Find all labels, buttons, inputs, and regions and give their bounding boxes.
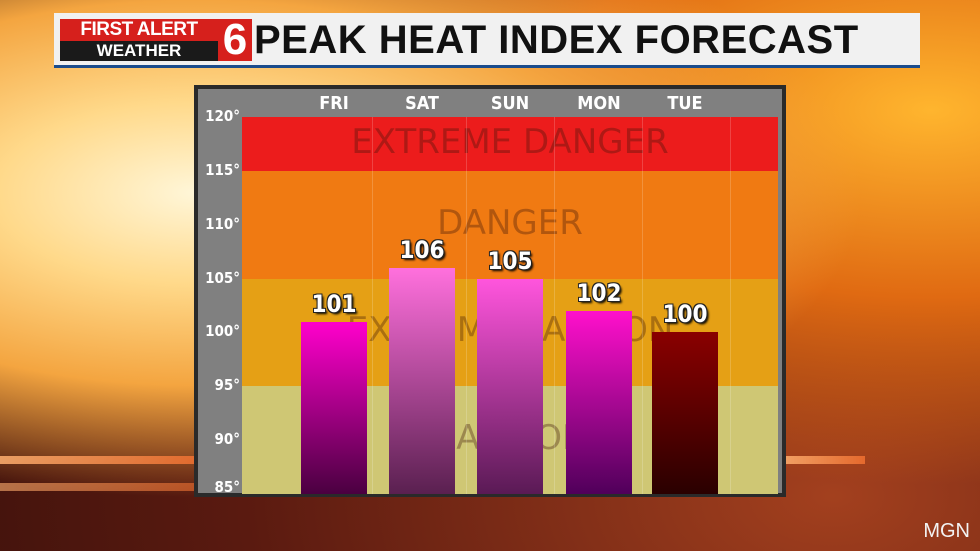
logo-first-alert: FIRST ALERT bbox=[60, 19, 218, 41]
bar-sat bbox=[389, 267, 455, 494]
zone-label: DANGER bbox=[437, 202, 583, 243]
bar-fri bbox=[301, 321, 367, 494]
y-tick-label: 105° bbox=[205, 268, 240, 287]
bar-sun bbox=[477, 278, 543, 494]
logo-weather: WEATHER bbox=[60, 41, 218, 61]
y-tick-label: 115° bbox=[205, 160, 240, 179]
x-label-tue: TUE bbox=[667, 93, 703, 114]
grid-line bbox=[642, 117, 643, 494]
bar-value-label: 101 bbox=[311, 289, 357, 318]
background-decoration bbox=[785, 456, 865, 464]
grid-line bbox=[466, 117, 467, 494]
grid-line bbox=[554, 117, 555, 494]
zone-danger: DANGER bbox=[242, 170, 778, 279]
y-tick-label: 90° bbox=[214, 430, 240, 449]
title-bar: FIRST ALERT WEATHER 6 PEAK HEAT INDEX FO… bbox=[54, 13, 920, 68]
plot-area: EXTREME DANGERDANGEREXTREME CAUTIONCAUTI… bbox=[242, 117, 778, 494]
watermark: MGN bbox=[923, 520, 970, 542]
zone-label: EXTREME DANGER bbox=[351, 121, 669, 162]
y-tick-label: 85° bbox=[214, 478, 240, 496]
x-label-fri: FRI bbox=[319, 93, 349, 114]
grid-line bbox=[730, 117, 731, 494]
y-tick-label: 120° bbox=[205, 107, 240, 125]
y-tick-label: 110° bbox=[205, 214, 240, 233]
y-tick-label: 95° bbox=[214, 376, 240, 395]
bar-value-label: 100 bbox=[662, 300, 708, 329]
zone-extreme-danger: EXTREME DANGER bbox=[242, 117, 778, 171]
logo-channel-number: 6 bbox=[218, 18, 252, 62]
bar-value-label: 102 bbox=[576, 278, 622, 307]
bar-mon bbox=[566, 310, 632, 494]
bar-value-label: 105 bbox=[487, 246, 533, 275]
bar-value-label: 106 bbox=[399, 235, 445, 264]
grid-line bbox=[372, 117, 373, 494]
background-decoration bbox=[0, 456, 200, 464]
y-tick-label: 100° bbox=[205, 322, 240, 341]
x-label-mon: MON bbox=[577, 93, 621, 114]
x-label-sun: SUN bbox=[490, 93, 530, 114]
x-label-sat: SAT bbox=[405, 93, 439, 114]
station-logo: FIRST ALERT WEATHER 6 bbox=[60, 18, 252, 62]
bar-tue bbox=[652, 332, 718, 494]
heat-index-chart: FRI SAT SUN MON TUE 120° 115° 110° 105° 100° 95° 9… bbox=[194, 85, 786, 497]
page-title: PEAK HEAT INDEX FORECAST bbox=[254, 18, 859, 62]
background-decoration bbox=[0, 483, 200, 491]
